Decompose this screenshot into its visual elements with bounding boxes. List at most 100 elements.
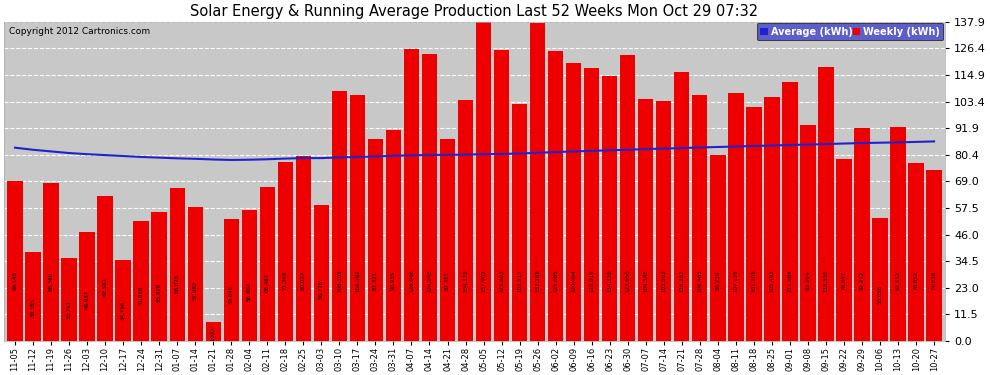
Text: 80.022: 80.022 bbox=[301, 271, 306, 291]
Text: 53.056: 53.056 bbox=[877, 285, 882, 304]
Bar bbox=[26, 252, 41, 341]
Text: 106.465: 106.465 bbox=[697, 270, 702, 292]
Bar bbox=[476, 22, 491, 341]
Bar bbox=[458, 100, 473, 341]
Bar bbox=[692, 94, 708, 341]
Text: 51.858: 51.858 bbox=[139, 286, 144, 305]
Text: 52.640: 52.640 bbox=[229, 285, 234, 304]
Bar bbox=[782, 82, 798, 341]
Bar bbox=[746, 106, 761, 341]
Bar bbox=[277, 162, 293, 341]
Bar bbox=[134, 221, 148, 341]
Text: 107.125: 107.125 bbox=[734, 270, 739, 292]
Text: 66.487: 66.487 bbox=[264, 273, 270, 292]
Bar bbox=[404, 49, 419, 341]
Bar bbox=[548, 51, 563, 341]
Text: 125.603: 125.603 bbox=[499, 270, 504, 292]
Bar bbox=[909, 163, 924, 341]
Text: Copyright 2012 Cartronics.com: Copyright 2012 Cartronics.com bbox=[9, 27, 150, 36]
Bar bbox=[367, 139, 383, 341]
Bar bbox=[800, 125, 816, 341]
Text: 108.105: 108.105 bbox=[337, 270, 342, 292]
Bar bbox=[151, 212, 167, 341]
Bar bbox=[386, 130, 401, 341]
Text: 92.212: 92.212 bbox=[859, 271, 864, 291]
Bar bbox=[440, 139, 455, 341]
Bar bbox=[890, 127, 906, 341]
Text: 77.349: 77.349 bbox=[283, 271, 288, 291]
Bar bbox=[837, 159, 851, 341]
Text: 76.852: 76.852 bbox=[914, 271, 919, 291]
Text: 111.984: 111.984 bbox=[787, 270, 792, 292]
Bar bbox=[729, 93, 743, 341]
Text: 123.650: 123.650 bbox=[626, 270, 631, 292]
Bar bbox=[422, 54, 438, 341]
Text: 106.282: 106.282 bbox=[354, 270, 360, 292]
Bar bbox=[79, 232, 95, 341]
Bar bbox=[512, 104, 528, 341]
Bar bbox=[296, 156, 311, 341]
Text: 87.351: 87.351 bbox=[446, 271, 450, 291]
Bar bbox=[927, 170, 941, 341]
Bar bbox=[819, 67, 834, 341]
Bar bbox=[710, 155, 726, 341]
Text: 137.902: 137.902 bbox=[481, 270, 486, 292]
Text: 126.046: 126.046 bbox=[409, 270, 414, 292]
Bar bbox=[242, 210, 257, 341]
Bar bbox=[349, 95, 365, 341]
Text: 57.982: 57.982 bbox=[193, 280, 198, 300]
Bar bbox=[639, 99, 653, 341]
Text: 55.826: 55.826 bbox=[156, 282, 161, 302]
Bar bbox=[116, 261, 131, 341]
Bar bbox=[584, 68, 599, 341]
Bar bbox=[602, 76, 618, 341]
Bar bbox=[566, 63, 581, 341]
Text: 124.043: 124.043 bbox=[427, 270, 432, 292]
Text: 69.145: 69.145 bbox=[13, 271, 18, 291]
Bar bbox=[764, 97, 779, 341]
Text: 125.095: 125.095 bbox=[553, 270, 558, 292]
Text: 101.209: 101.209 bbox=[751, 270, 756, 292]
Text: 62.581: 62.581 bbox=[103, 276, 108, 296]
Text: 58.776: 58.776 bbox=[319, 280, 324, 299]
Text: 118.019: 118.019 bbox=[589, 270, 594, 292]
Text: 68.360: 68.360 bbox=[49, 271, 53, 291]
Bar bbox=[97, 196, 113, 341]
Bar bbox=[674, 72, 689, 341]
Bar bbox=[61, 258, 76, 341]
Bar bbox=[494, 50, 509, 341]
Text: 78.647: 78.647 bbox=[842, 271, 846, 291]
Text: 90.935: 90.935 bbox=[391, 271, 396, 291]
Text: 74.038: 74.038 bbox=[932, 271, 937, 291]
Text: 120.094: 120.094 bbox=[571, 270, 576, 292]
Text: 35.761: 35.761 bbox=[66, 300, 71, 319]
Text: 118.530: 118.530 bbox=[824, 270, 829, 292]
Text: 104.545: 104.545 bbox=[644, 270, 648, 292]
Bar bbox=[44, 183, 58, 341]
Text: 93.264: 93.264 bbox=[806, 271, 811, 291]
Title: Solar Energy & Running Average Production Last 52 Weeks Mon Oct 29 07:32: Solar Energy & Running Average Productio… bbox=[190, 4, 758, 19]
Text: 114.336: 114.336 bbox=[607, 270, 612, 292]
Text: 104.175: 104.175 bbox=[463, 270, 468, 292]
Text: 103.503: 103.503 bbox=[661, 270, 666, 292]
Bar bbox=[530, 23, 545, 341]
Bar bbox=[332, 91, 347, 341]
Bar bbox=[7, 181, 23, 341]
Bar bbox=[169, 188, 185, 341]
Text: 8.022: 8.022 bbox=[211, 326, 216, 342]
Bar bbox=[854, 128, 869, 341]
Bar bbox=[872, 218, 888, 341]
Text: 105.493: 105.493 bbox=[769, 270, 774, 292]
Text: 46.937: 46.937 bbox=[84, 290, 89, 309]
Text: 38.385: 38.385 bbox=[31, 298, 36, 317]
Text: 80.234: 80.234 bbox=[716, 271, 721, 291]
Legend: Average (kWh), Weekly (kWh): Average (kWh), Weekly (kWh) bbox=[756, 23, 943, 40]
Text: 137.268: 137.268 bbox=[536, 270, 541, 292]
Bar bbox=[620, 55, 636, 341]
Bar bbox=[259, 187, 275, 341]
Text: 56.802: 56.802 bbox=[247, 281, 251, 301]
Text: 116.267: 116.267 bbox=[679, 270, 684, 292]
Text: 92.512: 92.512 bbox=[896, 271, 901, 291]
Bar bbox=[206, 322, 221, 341]
Text: 102.517: 102.517 bbox=[517, 270, 522, 292]
